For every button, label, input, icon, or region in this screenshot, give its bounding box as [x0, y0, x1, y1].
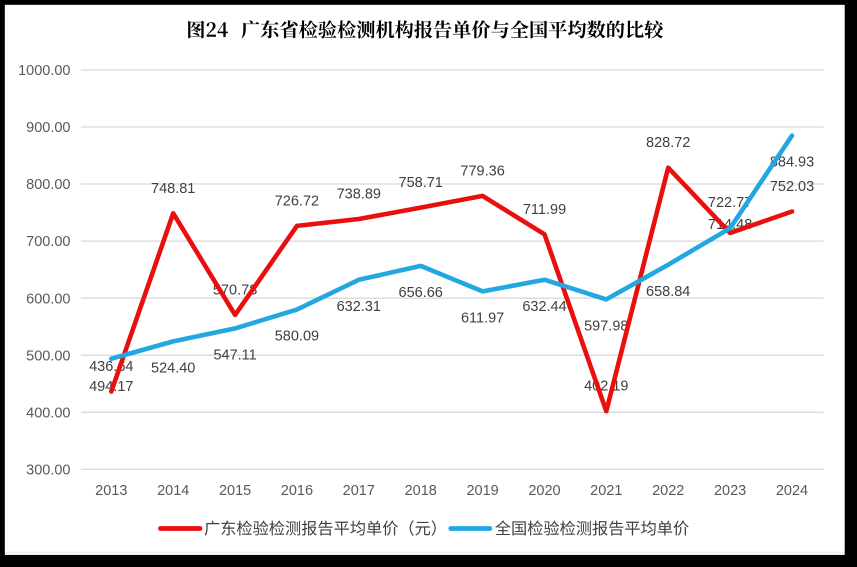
svg-text:700.00: 700.00 [26, 234, 70, 250]
svg-text:711.99: 711.99 [523, 202, 566, 218]
svg-text:2016: 2016 [281, 483, 313, 499]
svg-text:2013: 2013 [95, 483, 127, 499]
svg-text:2017: 2017 [343, 483, 375, 499]
svg-text:738.89: 738.89 [337, 187, 381, 203]
svg-text:2022: 2022 [652, 483, 684, 499]
svg-text:900.00: 900.00 [26, 120, 70, 136]
svg-text:2023: 2023 [714, 483, 746, 499]
svg-text:2021: 2021 [590, 483, 622, 499]
svg-text:748.81: 748.81 [151, 181, 195, 197]
svg-text:2014: 2014 [157, 483, 189, 499]
svg-text:779.36: 779.36 [460, 163, 504, 179]
svg-text:658.84: 658.84 [646, 284, 690, 300]
svg-text:722.77: 722.77 [708, 195, 752, 211]
svg-text:524.40: 524.40 [151, 361, 195, 377]
svg-text:2024: 2024 [776, 483, 808, 499]
svg-text:752.03: 752.03 [770, 179, 814, 195]
svg-text:800.00: 800.00 [26, 177, 70, 193]
svg-text:547.11: 547.11 [213, 348, 256, 364]
svg-text:600.00: 600.00 [26, 291, 70, 307]
svg-text:1000.00: 1000.00 [18, 63, 70, 79]
svg-text:2018: 2018 [405, 483, 437, 499]
svg-text:300.00: 300.00 [26, 463, 70, 479]
svg-text:500.00: 500.00 [26, 348, 70, 364]
svg-text:726.72: 726.72 [275, 193, 319, 209]
svg-text:758.71: 758.71 [399, 175, 443, 191]
svg-text:436.64: 436.64 [89, 359, 133, 375]
svg-text:2020: 2020 [528, 483, 560, 499]
svg-text:580.09: 580.09 [275, 329, 319, 345]
svg-text:2019: 2019 [466, 483, 498, 499]
svg-text:2015: 2015 [219, 483, 251, 499]
svg-text:656.66: 656.66 [399, 285, 443, 301]
svg-text:632.44: 632.44 [522, 299, 566, 315]
svg-text:611.97: 611.97 [461, 311, 504, 327]
svg-text:400.00: 400.00 [26, 405, 70, 421]
svg-text:402.19: 402.19 [584, 379, 628, 395]
svg-text:884.93: 884.93 [770, 155, 814, 171]
svg-text:828.72: 828.72 [646, 135, 690, 151]
svg-text:597.98: 597.98 [584, 319, 628, 335]
svg-text:632.31: 632.31 [337, 299, 381, 315]
